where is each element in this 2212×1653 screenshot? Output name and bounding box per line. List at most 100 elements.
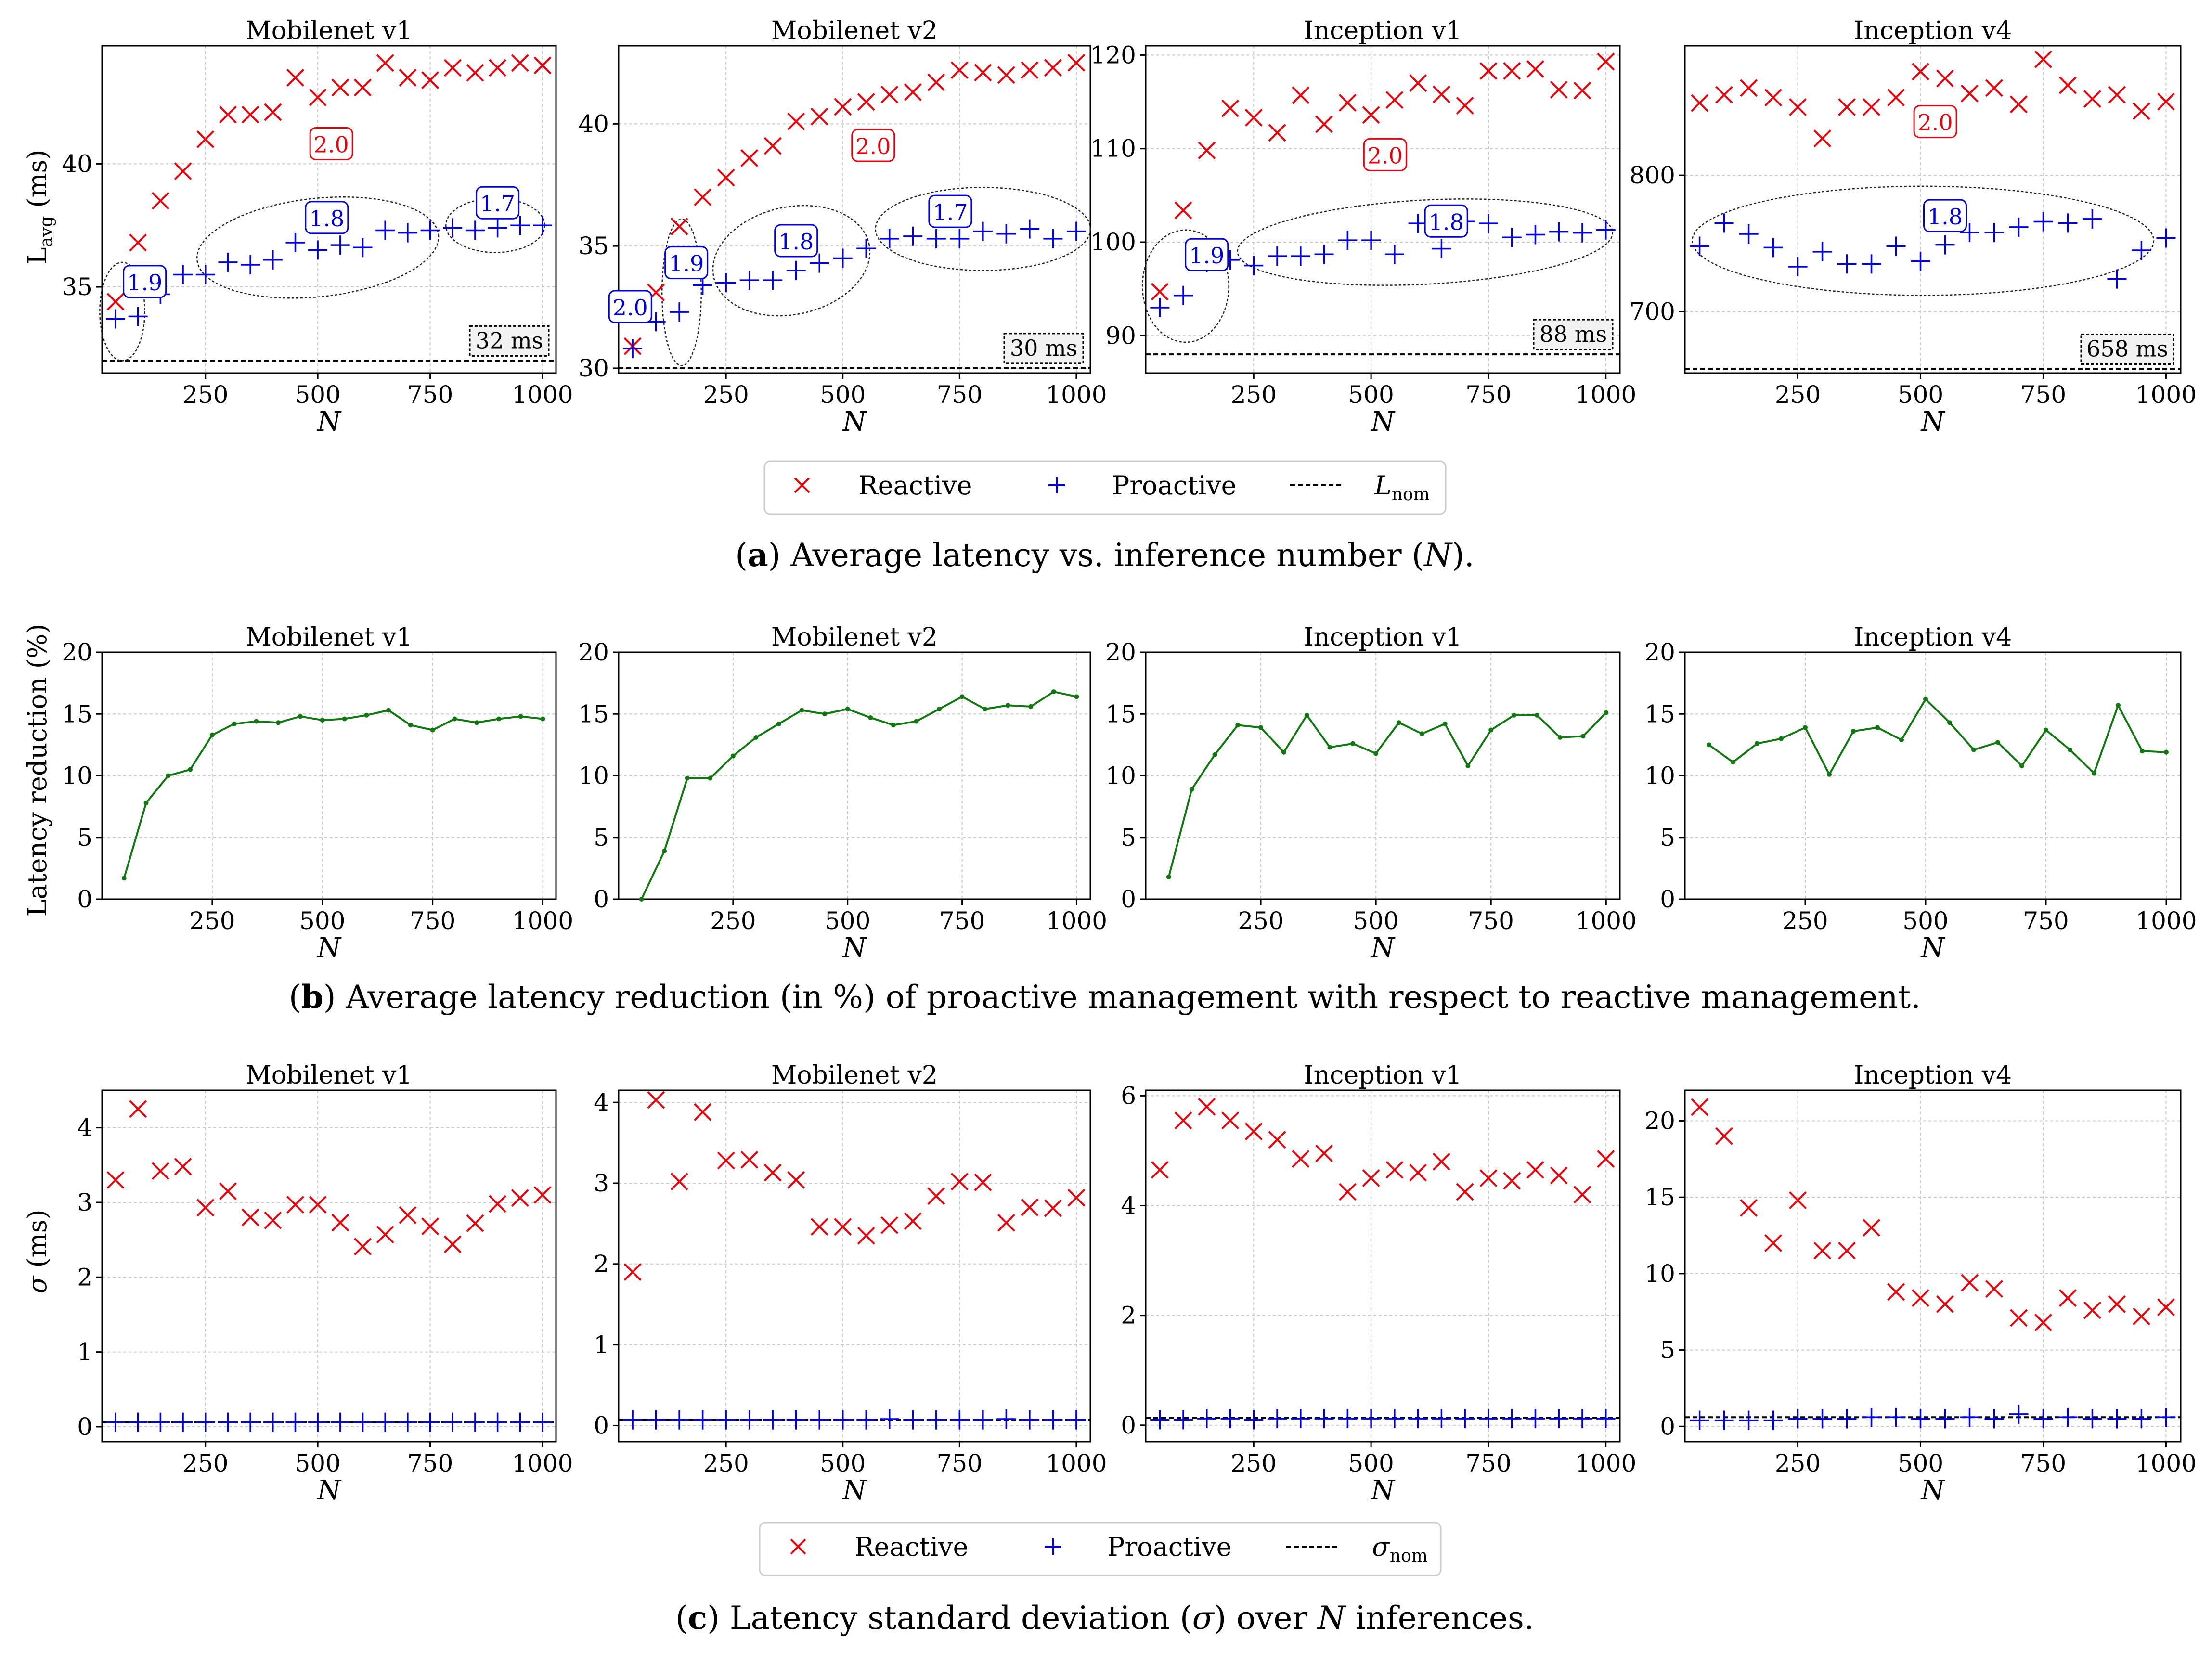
x-axis-label: N xyxy=(1920,406,1946,438)
marker-stroke xyxy=(1362,1169,1380,1187)
caption-a-var: N xyxy=(1423,537,1453,574)
reactive-marker xyxy=(1021,1198,1039,1216)
reactive-marker xyxy=(241,105,259,124)
proactive-marker xyxy=(833,1410,853,1430)
x-tick-label: 750 xyxy=(407,1449,453,1477)
data-point xyxy=(1731,760,1735,765)
reactive-marker xyxy=(354,78,372,97)
data-point xyxy=(1189,787,1194,792)
proactive-marker xyxy=(1408,1409,1428,1429)
proactive-marker xyxy=(465,1412,485,1432)
legend-a-frame xyxy=(763,460,1447,515)
legend-a-proactive-marker xyxy=(1048,477,1065,493)
nominal-label-box xyxy=(1533,319,1614,350)
reactive-marker xyxy=(1174,1111,1192,1130)
speedup-label: 1.9 xyxy=(127,270,162,296)
x-tick-label: 1000 xyxy=(512,381,573,409)
reactive-marker xyxy=(466,64,484,82)
x-tick-label: 750 xyxy=(2020,1449,2066,1477)
data-point xyxy=(2116,703,2121,708)
data-point xyxy=(2140,749,2145,754)
chart-b4: 250 500 750 1000 0 5 10 15 20 Inception v4 N xyxy=(1644,623,2197,964)
reactive-marker xyxy=(1432,85,1450,103)
plot-frame xyxy=(1145,45,1621,374)
reactive-marker xyxy=(1021,61,1039,79)
y-tick-label: 10 xyxy=(1644,1260,1675,1288)
proactive-marker xyxy=(1739,224,1759,244)
x-tick-label: 1000 xyxy=(1046,381,1107,409)
proactive-marker xyxy=(353,1412,373,1432)
legend-c-proactive-label: Proactive xyxy=(1107,1532,1232,1562)
x-tick-label: 500 xyxy=(820,381,866,409)
speedup-label: 2.0 xyxy=(613,295,648,321)
reactive-marker xyxy=(1912,63,1929,81)
speedup-label: 1.9 xyxy=(1189,243,1224,269)
proactive-marker xyxy=(1837,1409,1857,1429)
reactive-marker xyxy=(421,1217,439,1236)
reactive-marker xyxy=(1268,124,1286,142)
marker-stroke xyxy=(219,1182,237,1201)
marker-stroke xyxy=(466,1214,484,1232)
reactive-marker xyxy=(1550,1166,1568,1185)
proactive-marker xyxy=(1043,229,1063,248)
nominal-label: 32 ms xyxy=(476,327,543,353)
reactive-marker xyxy=(997,66,1015,84)
proactive-marker xyxy=(1291,1409,1310,1429)
reactive-marker xyxy=(196,1199,215,1217)
reactive-marker xyxy=(1338,94,1357,112)
y-tick-label: 40 xyxy=(578,110,609,138)
marker-stroke xyxy=(309,88,327,106)
x-axis-label: N xyxy=(1370,1475,1396,1506)
proactive-marker xyxy=(241,1412,260,1432)
cluster-ellipse xyxy=(1692,185,2155,296)
legend-a-nominal-sub: nom xyxy=(1392,485,1430,504)
reactive-marker xyxy=(1198,142,1216,160)
y-tick-label: 15 xyxy=(1644,700,1675,728)
marker-stroke xyxy=(1021,61,1039,79)
reactive-marker xyxy=(219,1182,237,1201)
marker-stroke xyxy=(2059,76,2077,94)
x-tick-label: 750 xyxy=(1465,381,1511,409)
x-tick-label: 250 xyxy=(182,381,228,409)
reactive-marker xyxy=(2083,90,2101,108)
cluster-ellipse xyxy=(661,219,702,367)
marker-stroke xyxy=(331,78,349,97)
x-tick-label: 250 xyxy=(1775,381,1821,409)
marker-stroke xyxy=(1385,91,1404,109)
data-point xyxy=(1947,720,1952,725)
speedup-label: 1.7 xyxy=(480,191,515,217)
reactive-marker xyxy=(1715,1127,1733,1145)
proactive-marker xyxy=(1549,1409,1569,1429)
chart-a1: 250 500 750 1000 35 40 Mobilenet v1 N 32 ms 2.0 1.… xyxy=(62,16,573,438)
plot-frame xyxy=(101,45,557,374)
data-point xyxy=(753,735,759,740)
reactive-marker xyxy=(880,1216,899,1234)
proactive-marker xyxy=(443,218,463,238)
reactive-marker xyxy=(2108,86,2126,104)
data-point xyxy=(1258,725,1264,730)
marker-stroke xyxy=(694,1103,712,1121)
reactive-marker xyxy=(286,1196,304,1214)
data-point xyxy=(708,775,713,781)
ylabel-c: σ (ms) xyxy=(22,1209,52,1293)
proactive-marker xyxy=(195,1412,215,1432)
reactive-marker xyxy=(1456,96,1474,115)
reactive-marker xyxy=(1526,60,1544,78)
x-tick-label: 750 xyxy=(937,1449,983,1477)
marker-stroke xyxy=(151,1162,169,1180)
x-tick-label: 250 xyxy=(1782,907,1828,935)
proactive-marker xyxy=(646,1410,666,1430)
marker-stroke xyxy=(1292,86,1310,104)
nominal-label: 88 ms xyxy=(1539,321,1607,347)
proactive-marker xyxy=(1314,245,1334,264)
reactive-marker xyxy=(1691,1098,1709,1116)
marker-stroke xyxy=(376,54,394,72)
speedup-label: 1.8 xyxy=(309,206,344,232)
x-tick-label: 500 xyxy=(820,1449,866,1477)
marker-stroke xyxy=(241,1208,259,1227)
reactive-marker xyxy=(997,1214,1015,1232)
reactive-marker xyxy=(1503,1172,1521,1190)
marker-stroke xyxy=(1385,1161,1404,1179)
proactive-marker xyxy=(465,220,485,240)
proactive-marker xyxy=(1384,1409,1404,1429)
